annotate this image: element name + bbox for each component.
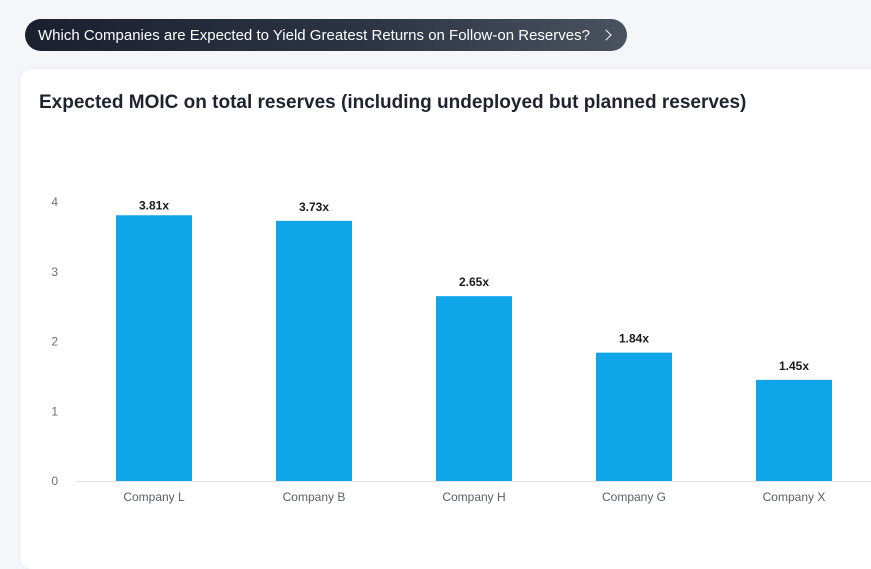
- x-category-label: Company X: [763, 490, 826, 504]
- y-tick-label: 3: [51, 265, 58, 279]
- y-tick-label: 2: [51, 335, 58, 349]
- x-category-label: Company H: [442, 490, 505, 504]
- value-label: 2.65x: [459, 275, 489, 289]
- y-tick-label: 4: [51, 195, 58, 209]
- x-axis: Company L Company B Company H Company G Comp…: [75, 481, 871, 504]
- bar-chart: 0 1 2 3 4 3.81x 3.73x 2.65x 1.84x 1.45x Company …: [51, 195, 871, 504]
- y-tick-label: 1: [51, 404, 58, 418]
- value-label: 3.73x: [299, 200, 329, 214]
- x-category-label: Company B: [283, 490, 346, 504]
- bar[interactable]: [756, 379, 832, 481]
- question-pill-text: Which Companies are Expected to Yield Gr…: [38, 26, 590, 44]
- bar[interactable]: [596, 352, 672, 481]
- x-category-label: Company L: [123, 490, 185, 504]
- bar[interactable]: [116, 215, 192, 481]
- question-pill[interactable]: Which Companies are Expected to Yield Gr…: [25, 19, 627, 51]
- bar[interactable]: [276, 220, 352, 481]
- chart-title: Expected MOIC on total reserves (includi…: [39, 92, 747, 113]
- bar[interactable]: [436, 296, 512, 481]
- value-label: 1.84x: [619, 332, 649, 346]
- y-tick-label: 0: [51, 474, 58, 488]
- value-label: 1.45x: [779, 359, 809, 373]
- x-category-label: Company G: [602, 490, 666, 504]
- y-axis: 0 1 2 3 4: [51, 195, 58, 488]
- chart-card: Expected MOIC on total reserves (includi…: [20, 69, 871, 569]
- bars: 3.81x 3.73x 2.65x 1.84x 1.45x: [116, 198, 832, 481]
- value-label: 3.81x: [139, 198, 169, 212]
- chevron-right-icon: [600, 29, 612, 41]
